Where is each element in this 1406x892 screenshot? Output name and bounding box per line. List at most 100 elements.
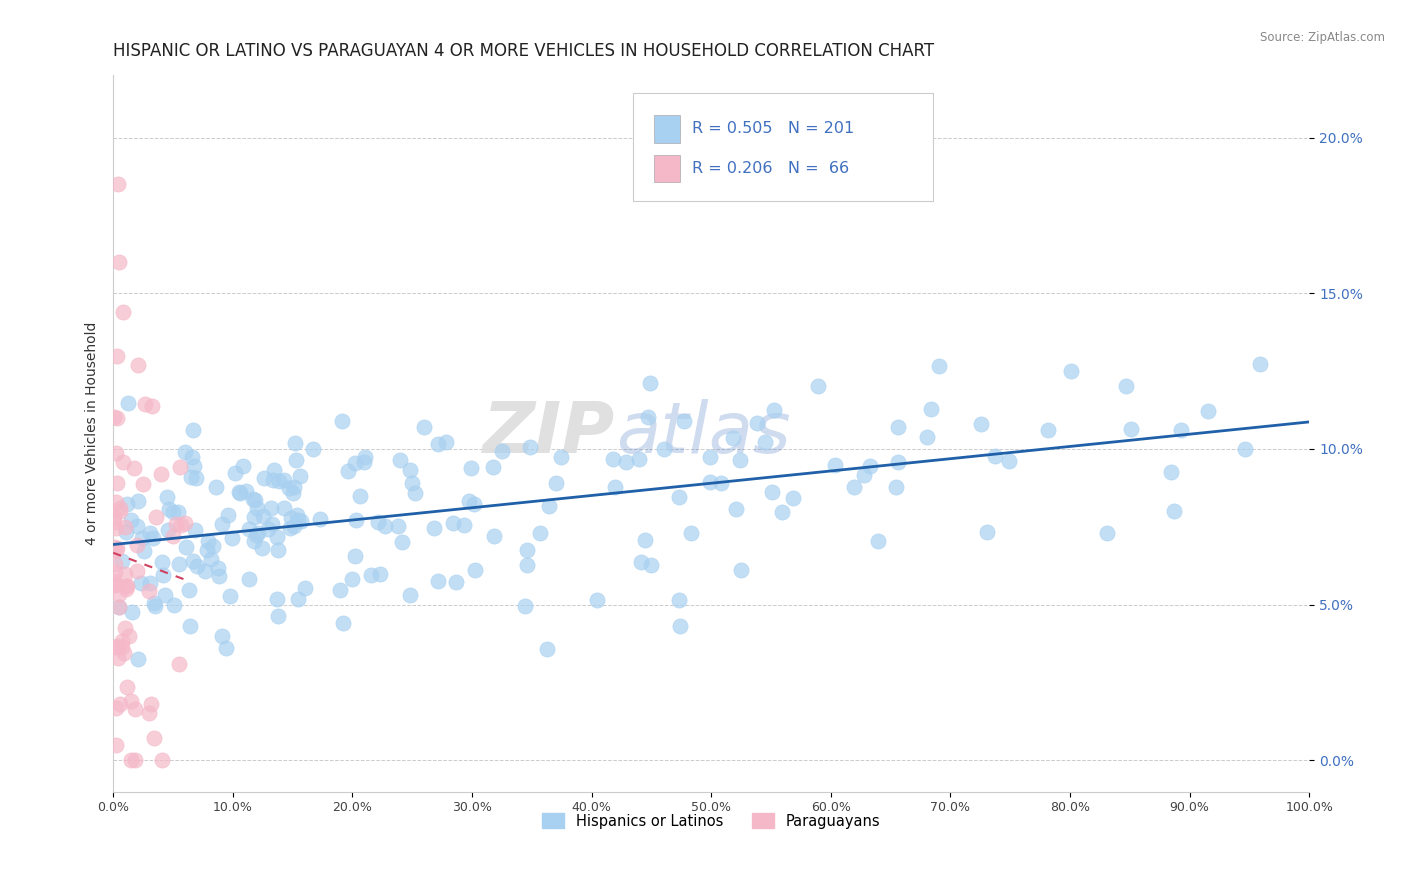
- Point: [104, 577, 127, 591]
- FancyBboxPatch shape: [654, 154, 681, 182]
- Legend: Hispanics or Latinos, Paraguayans: Hispanics or Latinos, Paraguayans: [536, 807, 886, 835]
- Point: [139, 576, 162, 591]
- Point: [970, 417, 993, 431]
- Point: [181, 450, 204, 464]
- Point: [127, 652, 149, 666]
- Point: [243, 493, 266, 508]
- Point: [630, 555, 652, 569]
- Point: [229, 485, 252, 500]
- Point: [294, 581, 316, 595]
- Y-axis label: 4 or more Vehicles in Household: 4 or more Vehicles in Household: [86, 322, 100, 545]
- Point: [221, 532, 243, 546]
- Point: [139, 525, 162, 540]
- Point: [181, 554, 204, 568]
- Point: [166, 505, 188, 519]
- Point: [224, 467, 246, 481]
- Point: [287, 591, 309, 606]
- Text: R = 0.505   N = 201: R = 0.505 N = 201: [692, 121, 855, 136]
- Point: [180, 470, 202, 484]
- Point: [108, 255, 131, 269]
- Point: [183, 458, 205, 473]
- Point: [127, 564, 149, 578]
- Text: R = 0.206   N =  66: R = 0.206 N = 66: [692, 161, 849, 176]
- Point: [278, 521, 301, 535]
- Point: [235, 484, 257, 499]
- Point: [917, 430, 939, 444]
- Point: [150, 555, 173, 569]
- Point: [332, 414, 354, 428]
- Point: [728, 453, 751, 467]
- Point: [125, 519, 148, 533]
- Point: [242, 492, 264, 507]
- Point: [550, 450, 572, 465]
- Point: [725, 502, 748, 516]
- Point: [679, 526, 702, 541]
- Point: [260, 517, 283, 532]
- Point: [246, 500, 269, 515]
- Point: [114, 520, 136, 534]
- Point: [458, 494, 481, 508]
- Point: [434, 435, 457, 450]
- Point: [453, 517, 475, 532]
- Point: [103, 640, 125, 654]
- Point: [103, 540, 125, 554]
- Point: [1197, 404, 1219, 418]
- Point: [603, 480, 626, 494]
- Point: [108, 500, 131, 515]
- Point: [127, 358, 149, 372]
- Point: [634, 533, 657, 547]
- Point: [134, 544, 156, 558]
- Point: [127, 494, 149, 508]
- Point: [754, 434, 776, 449]
- FancyBboxPatch shape: [654, 115, 681, 143]
- Point: [515, 599, 537, 613]
- Point: [112, 646, 135, 660]
- Point: [516, 542, 538, 557]
- Point: [114, 525, 136, 540]
- Point: [105, 411, 128, 425]
- Point: [103, 565, 125, 579]
- Point: [112, 305, 135, 319]
- Point: [484, 529, 506, 543]
- Point: [104, 701, 127, 715]
- Point: [152, 568, 174, 582]
- Point: [482, 460, 505, 475]
- Point: [107, 640, 129, 654]
- Point: [730, 562, 752, 576]
- Point: [107, 650, 129, 665]
- Point: [349, 489, 371, 503]
- Point: [353, 455, 375, 469]
- Point: [215, 640, 238, 655]
- Point: [668, 490, 690, 504]
- Point: [105, 738, 128, 752]
- Point: [267, 609, 290, 624]
- Point: [273, 500, 295, 515]
- Point: [197, 533, 219, 548]
- Point: [368, 566, 391, 581]
- Point: [117, 396, 139, 410]
- Point: [1036, 423, 1059, 437]
- Point: [108, 587, 131, 601]
- Point: [256, 522, 278, 536]
- Point: [200, 551, 222, 566]
- Point: [115, 680, 138, 694]
- Point: [288, 469, 311, 483]
- Point: [208, 568, 231, 582]
- Point: [252, 509, 274, 524]
- Point: [1119, 421, 1142, 435]
- Point: [637, 410, 659, 425]
- Point: [998, 454, 1021, 468]
- Point: [529, 526, 551, 541]
- Point: [332, 616, 354, 631]
- Point: [427, 574, 450, 589]
- Point: [1160, 465, 1182, 479]
- Point: [441, 516, 464, 530]
- Point: [105, 541, 128, 555]
- Point: [976, 525, 998, 540]
- Point: [111, 634, 134, 648]
- Point: [207, 561, 229, 575]
- Point: [984, 449, 1007, 463]
- Point: [770, 505, 793, 519]
- Point: [132, 477, 155, 491]
- Point: [281, 485, 304, 500]
